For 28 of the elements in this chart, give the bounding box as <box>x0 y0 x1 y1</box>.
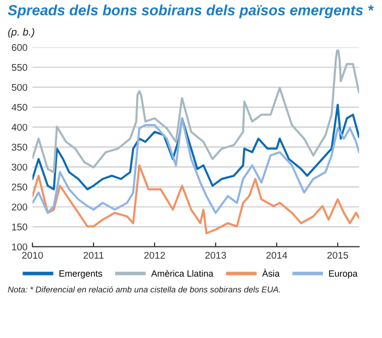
y-tick-label: 350 <box>12 144 28 151</box>
y-tick-label: 400 <box>12 124 28 131</box>
line-series <box>32 164 360 234</box>
x-tick-label: 2015 <box>327 252 348 259</box>
legend-label: Àsia <box>262 268 280 277</box>
x-tick-label: 2014 <box>266 252 288 259</box>
legend-label: Emergents <box>60 270 102 278</box>
x-tick-label: 2010 <box>22 252 43 259</box>
chart-subtitle: (p. b.) <box>8 28 34 38</box>
y-tick-label: 100 <box>12 243 28 250</box>
x-tick-label: 2013 <box>205 252 226 259</box>
line-series <box>32 117 360 214</box>
y-tick-label: 450 <box>12 104 28 111</box>
x-tick-label: 2011 <box>84 252 104 259</box>
text: Nota: * Diferencial en relació amb una cistella de bons sobirans dels EUA. <box>8 286 280 292</box>
legend-label: Amèrica Llatina <box>151 270 214 277</box>
x-tick-label: 2012 <box>144 252 165 259</box>
line-series <box>32 104 360 190</box>
y-tick-label: 150 <box>12 224 28 230</box>
legend-label: Europa <box>329 270 358 278</box>
chart-title: Spreads dels bons sobirans dels països emergents * <box>8 4 374 18</box>
y-tick-label: 300 <box>12 164 28 171</box>
y-tick-label: 250 <box>12 184 28 191</box>
y-tick-label: 500 <box>12 84 28 91</box>
line-series <box>32 49 360 174</box>
y-tick-label: 200 <box>12 204 28 210</box>
y-tick-label: 550 <box>12 64 28 71</box>
y-tick-label: 600 <box>12 44 28 51</box>
